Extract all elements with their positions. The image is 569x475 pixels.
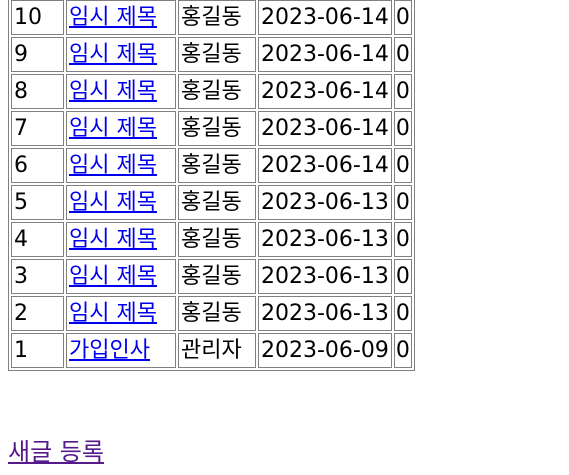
post-date: 2023-06-14 xyxy=(258,37,392,72)
post-date: 2023-06-14 xyxy=(258,74,392,109)
post-number: 7 xyxy=(11,111,64,146)
post-author: 홍길동 xyxy=(178,74,256,109)
table-row: 7 임시 제목 홍길동 2023-06-14 0 xyxy=(11,111,412,146)
post-views: 0 xyxy=(393,37,412,72)
table-row: 5 임시 제목 홍길동 2023-06-13 0 xyxy=(11,185,412,220)
post-title-cell: 임시 제목 xyxy=(66,0,176,35)
post-title-cell: 임시 제목 xyxy=(66,222,176,257)
post-author: 홍길동 xyxy=(178,259,256,294)
post-title-link[interactable]: 임시 제목 xyxy=(69,5,157,30)
post-title-cell: 임시 제목 xyxy=(66,111,176,146)
post-date: 2023-06-14 xyxy=(258,0,392,35)
post-title-link[interactable]: 임시 제목 xyxy=(69,227,157,252)
post-title-cell: 가입인사 xyxy=(66,333,176,368)
post-date: 2023-06-13 xyxy=(258,259,392,294)
table-row: 4 임시 제목 홍길동 2023-06-13 0 xyxy=(11,222,412,257)
post-title-cell: 임시 제목 xyxy=(66,74,176,109)
post-date: 2023-06-13 xyxy=(258,185,392,220)
table-row: 1 가입인사 관리자 2023-06-09 0 xyxy=(11,333,412,368)
post-views: 0 xyxy=(393,148,412,183)
post-views: 0 xyxy=(393,259,412,294)
post-title-cell: 임시 제목 xyxy=(66,296,176,331)
post-author: 관리자 xyxy=(178,333,256,368)
post-views: 0 xyxy=(393,296,412,331)
post-title-link[interactable]: 임시 제목 xyxy=(69,264,157,289)
post-views: 0 xyxy=(393,74,412,109)
post-views: 0 xyxy=(393,333,412,368)
post-title-cell: 임시 제목 xyxy=(66,148,176,183)
post-views: 0 xyxy=(393,111,412,146)
post-author: 홍길동 xyxy=(178,296,256,331)
post-author: 홍길동 xyxy=(178,0,256,35)
table-row: 8 임시 제목 홍길동 2023-06-14 0 xyxy=(11,74,412,109)
post-number: 10 xyxy=(11,0,64,35)
post-number: 9 xyxy=(11,37,64,72)
post-author: 홍길동 xyxy=(178,111,256,146)
new-post-link[interactable]: 새글 등록 xyxy=(8,438,104,466)
post-views: 0 xyxy=(393,185,412,220)
post-author: 홍길동 xyxy=(178,222,256,257)
post-list-table: 10 임시 제목 홍길동 2023-06-14 0 9 임시 제목 홍길동 20… xyxy=(8,0,415,371)
post-date: 2023-06-14 xyxy=(258,111,392,146)
post-number: 1 xyxy=(11,333,64,368)
table-row: 6 임시 제목 홍길동 2023-06-14 0 xyxy=(11,148,412,183)
post-title-link[interactable]: 임시 제목 xyxy=(69,190,157,215)
post-title-link[interactable]: 임시 제목 xyxy=(69,153,157,178)
post-views: 0 xyxy=(393,222,412,257)
table-row: 3 임시 제목 홍길동 2023-06-13 0 xyxy=(11,259,412,294)
post-number: 8 xyxy=(11,74,64,109)
post-title-link[interactable]: 임시 제목 xyxy=(69,42,157,67)
post-views: 0 xyxy=(393,0,412,35)
post-title-link[interactable]: 임시 제목 xyxy=(69,116,157,141)
post-number: 5 xyxy=(11,185,64,220)
post-title-cell: 임시 제목 xyxy=(66,259,176,294)
post-number: 6 xyxy=(11,148,64,183)
post-author: 홍길동 xyxy=(178,148,256,183)
post-author: 홍길동 xyxy=(178,185,256,220)
post-date: 2023-06-13 xyxy=(258,222,392,257)
post-number: 4 xyxy=(11,222,64,257)
post-date: 2023-06-13 xyxy=(258,296,392,331)
table-row: 10 임시 제목 홍길동 2023-06-14 0 xyxy=(11,0,412,35)
table-row: 9 임시 제목 홍길동 2023-06-14 0 xyxy=(11,37,412,72)
post-number: 3 xyxy=(11,259,64,294)
post-author: 홍길동 xyxy=(178,37,256,72)
post-title-link[interactable]: 임시 제목 xyxy=(69,301,157,326)
post-number: 2 xyxy=(11,296,64,331)
table-row: 2 임시 제목 홍길동 2023-06-13 0 xyxy=(11,296,412,331)
post-title-link[interactable]: 가입인사 xyxy=(69,338,150,363)
post-title-cell: 임시 제목 xyxy=(66,37,176,72)
post-date: 2023-06-14 xyxy=(258,148,392,183)
post-date: 2023-06-09 xyxy=(258,333,392,368)
post-title-cell: 임시 제목 xyxy=(66,185,176,220)
post-title-link[interactable]: 임시 제목 xyxy=(69,79,157,104)
